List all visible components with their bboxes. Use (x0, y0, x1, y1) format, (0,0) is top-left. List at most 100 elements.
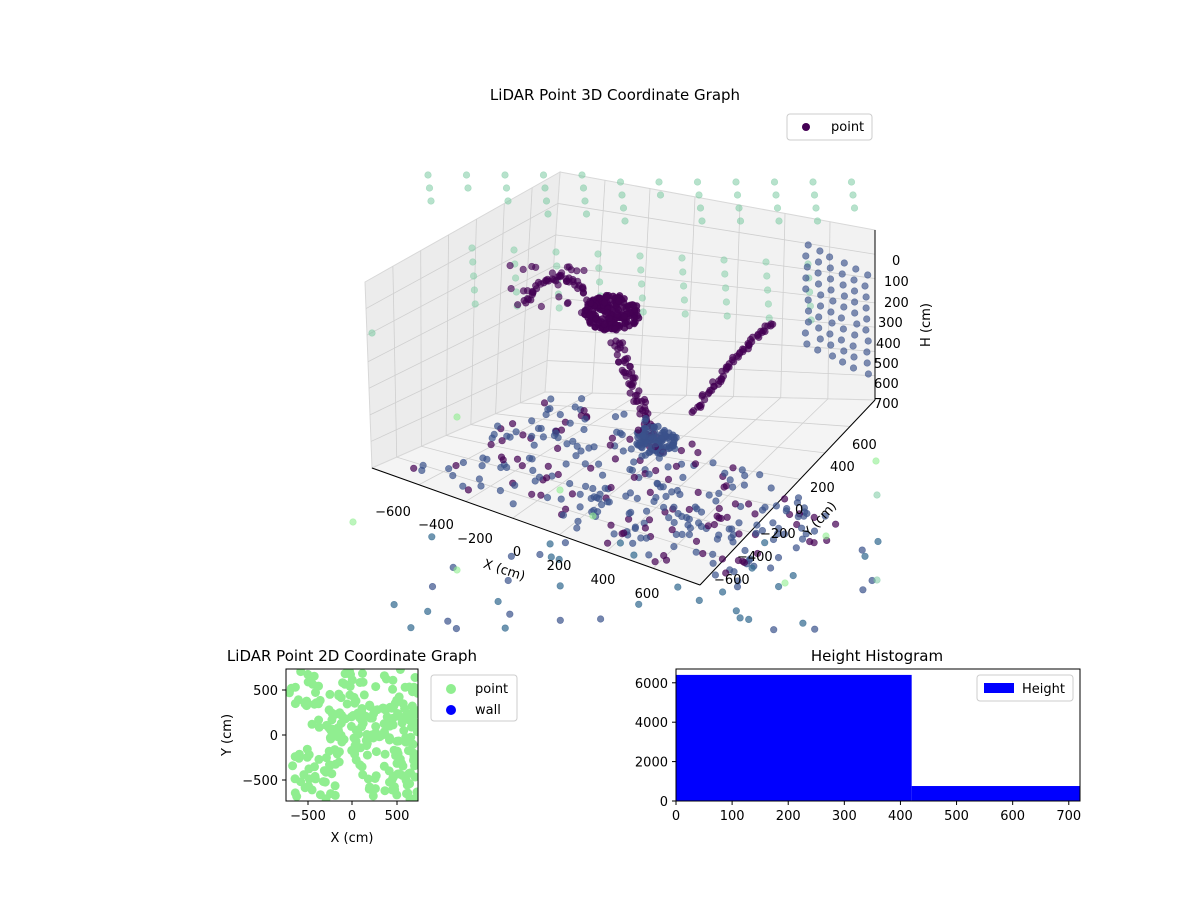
point-2d (368, 791, 378, 801)
point-3d (615, 358, 623, 366)
point-3d (581, 460, 589, 468)
point-3d (722, 569, 730, 577)
x-tick-hist: 700 (1056, 809, 1081, 824)
y-tick-3d: 400 (830, 460, 855, 475)
point-3d (468, 244, 476, 252)
point-3d (793, 499, 802, 507)
point-3d (726, 476, 734, 484)
point-3d (616, 178, 625, 186)
x-ticks-hist: 0 100 200 300 400 500 600 700 (672, 801, 1081, 824)
point-3d (826, 275, 835, 283)
point-3d (554, 281, 562, 289)
point-3d (679, 282, 688, 290)
point-2d (358, 677, 368, 687)
point-3d (620, 410, 628, 418)
x-tick-3d: 600 (635, 587, 660, 602)
point-3d (390, 600, 398, 609)
point-2d (380, 786, 390, 796)
point-3d (548, 269, 557, 277)
point-3d (566, 480, 574, 488)
point-3d (775, 217, 783, 225)
point-3d (691, 460, 700, 468)
point-3d (642, 534, 651, 542)
point-3d (611, 413, 620, 421)
point-3d (502, 184, 511, 192)
point-3d (642, 507, 651, 515)
point-2d (330, 781, 340, 791)
grid-line (369, 328, 550, 416)
x-tick-2d: 500 (385, 809, 410, 824)
point-3d (651, 558, 659, 566)
point-2d (296, 669, 306, 677)
point-3d (630, 551, 638, 559)
point-3d (762, 258, 770, 266)
point-2d (334, 691, 344, 701)
point-3d (544, 462, 552, 470)
points-2d (286, 669, 418, 801)
point-3d (849, 342, 857, 350)
point-3d (728, 483, 737, 491)
point-3d (704, 522, 712, 530)
point-3d (676, 490, 684, 499)
point-3d (613, 428, 621, 436)
point-3d (733, 191, 742, 199)
point-3d (735, 204, 743, 212)
point-2d (392, 695, 402, 705)
point-2d (397, 718, 407, 728)
point-3d (578, 284, 586, 292)
point-3d (553, 444, 562, 453)
point-3d (407, 624, 415, 632)
point-3d (645, 470, 653, 478)
point-3d (863, 359, 871, 367)
point-3d (765, 314, 773, 322)
point-3d (609, 292, 617, 300)
point-3d (477, 482, 485, 490)
point-3d (539, 171, 548, 179)
grid-line (445, 234, 449, 436)
point-3d (615, 297, 623, 305)
point-3d (628, 466, 637, 474)
y-axis-line (699, 399, 876, 586)
point-3d (772, 191, 780, 199)
point-3d (598, 471, 607, 479)
point-3d (839, 325, 848, 333)
point-3d (587, 464, 595, 472)
point-3d (850, 276, 858, 284)
point-3d (713, 535, 722, 543)
point-3d (816, 302, 825, 310)
point-2d (325, 761, 335, 771)
z-tick-3d: 700 (874, 397, 899, 412)
point-3d (594, 250, 602, 258)
point-3d (770, 178, 779, 186)
point-3d (861, 282, 869, 290)
point-3d (769, 320, 777, 328)
point-3d (589, 484, 597, 493)
point-3d (552, 429, 560, 437)
point-2d (357, 708, 367, 718)
point-3d (804, 241, 812, 249)
point-3d (368, 329, 376, 337)
point-2d (388, 713, 398, 723)
point-3d (811, 625, 819, 633)
point-3d (519, 431, 527, 439)
point-2d (342, 699, 352, 709)
point-2d (320, 777, 330, 787)
point-3d (637, 266, 645, 274)
point-2d (314, 722, 324, 732)
y-ticks-hist: 0 2000 4000 6000 (635, 677, 676, 810)
point-3d (715, 489, 723, 498)
point-3d (677, 447, 686, 455)
grid-line (420, 250, 422, 447)
point-3d (802, 530, 810, 538)
point-3d (556, 616, 564, 624)
x-tick-hist: 400 (888, 809, 913, 824)
point-2d (407, 738, 417, 748)
point-3d (672, 530, 680, 539)
point-3d (462, 171, 471, 179)
z-tick-3d: 100 (884, 275, 909, 290)
point-3d (470, 286, 479, 294)
point-2d (362, 750, 372, 760)
point-3d (428, 582, 437, 591)
point-3d (744, 500, 753, 508)
point-3d (693, 178, 702, 186)
